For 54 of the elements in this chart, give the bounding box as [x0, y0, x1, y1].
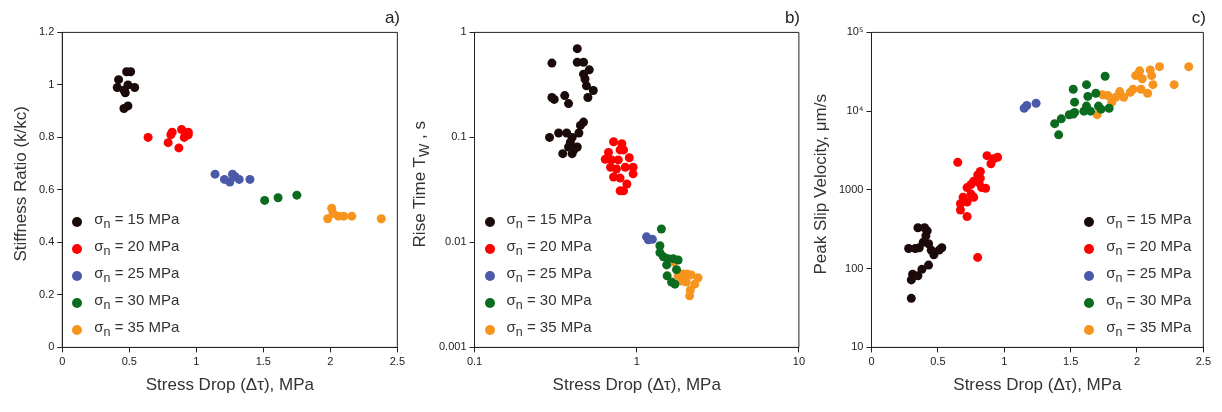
- chart-title: b): [784, 7, 800, 27]
- y-tick-label: 0: [48, 340, 55, 353]
- y-tick-label: 0.4: [38, 235, 55, 248]
- legend-label: σ$_{n}$ = 20 MPa: [94, 236, 180, 261]
- x-tick-label: 1.5: [255, 355, 271, 368]
- y-tick-label: 0.1: [451, 130, 467, 143]
- x-tick-label: 0: [868, 355, 875, 368]
- y-tick-label: 1000: [838, 182, 864, 195]
- chart-title: a): [384, 7, 400, 27]
- x-tick-label: 1: [193, 355, 200, 368]
- legend-label: σ$_{n}$ = 20 MPa: [1106, 236, 1192, 261]
- legend-label: σ$_{n}$ = 35 MPa: [1106, 317, 1192, 342]
- x-axis-title: Stress Drop (Δτ), MPa: [145, 375, 315, 395]
- y-axis-title: Peak Slip Velocity, μm/s: [811, 93, 831, 275]
- y-tick-label: 0.01: [445, 235, 467, 248]
- x-tick-label: 2: [327, 355, 334, 368]
- y-tick-label: 0.8: [38, 130, 55, 143]
- y-tick-label: 1: [48, 77, 55, 90]
- legend-label: σ$_{n}$ = 30 MPa: [506, 290, 592, 315]
- x-tick-label: 0.1: [466, 355, 483, 368]
- legend-label: σ$_{n}$ = 20 MPa: [506, 236, 592, 261]
- x-tick-label: 1.5: [1062, 355, 1079, 368]
- legend-label: σ$_{n}$ = 25 MPa: [1106, 263, 1192, 288]
- x-tick-label: 0: [59, 355, 66, 368]
- x-tick-label: 10: [792, 355, 806, 368]
- chart-title: c): [1191, 7, 1206, 27]
- legend-label: σ$_{n}$ = 30 MPa: [1106, 290, 1192, 315]
- y-tick-label: 10⁴: [846, 104, 864, 117]
- y-tick-label: 1: [460, 25, 467, 38]
- legend-label: σ$_{n}$ = 35 MPa: [506, 317, 592, 342]
- x-axis-title: Stress Drop (Δτ), MPa: [953, 375, 1123, 395]
- y-tick-label: 0.001: [439, 340, 467, 353]
- x-tick-label: 2.5: [389, 355, 405, 368]
- x-tick-label: 0.5: [121, 355, 137, 368]
- x-tick-label: 1: [633, 355, 640, 368]
- legend-label: σ$_{n}$ = 35 MPa: [94, 317, 180, 342]
- legend-label: σ$_{n}$ = 30 MPa: [94, 290, 180, 315]
- y-tick-label: 0.6: [38, 182, 55, 195]
- x-tick-label: 2.5: [1195, 355, 1211, 368]
- legend-label: σ$_{n}$ = 15 MPa: [94, 209, 180, 234]
- legend-label: σ$_{n}$ = 15 MPa: [1106, 209, 1192, 234]
- legend-label: σ$_{n}$ = 25 MPa: [94, 263, 180, 288]
- legend-label: σ$_{n}$ = 15 MPa: [506, 209, 592, 234]
- x-tick-label: 2: [1133, 355, 1141, 368]
- y-tick-label: 1.2: [38, 25, 55, 38]
- x-axis-title: Stress Drop (Δτ), MPa: [552, 375, 722, 395]
- x-tick-label: 1: [1001, 355, 1008, 368]
- legend-label: σ$_{n}$ = 25 MPa: [506, 263, 592, 288]
- y-tick-label: 10⁵: [846, 25, 864, 38]
- x-tick-label: 0.5: [930, 355, 946, 368]
- y-axis-title: Stiffness Ratio (k/kc): [11, 106, 31, 262]
- y-tick-label: 100: [845, 261, 864, 274]
- y-tick-label: 10: [851, 340, 864, 353]
- y-tick-label: 0.2: [38, 287, 55, 300]
